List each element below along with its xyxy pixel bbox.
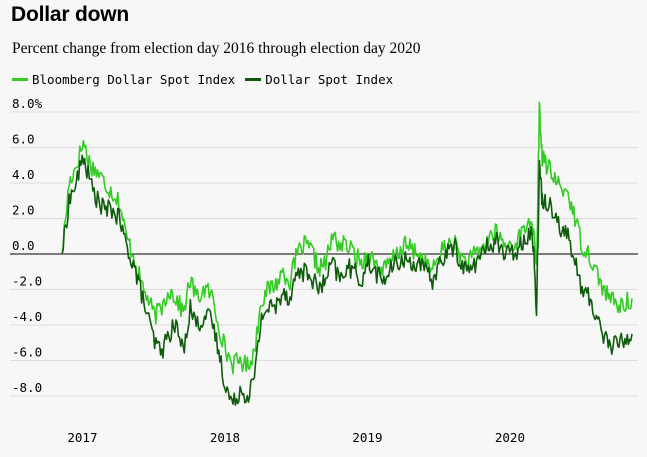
chart-subtitle: Percent change from election day 2016 th…: [12, 40, 421, 57]
y-tick-label: 0.0: [12, 238, 35, 253]
legend-item-bloomberg: Bloomberg Dollar Spot Index: [12, 72, 235, 87]
legend: Bloomberg Dollar Spot Index Dollar Spot …: [12, 72, 403, 87]
legend-item-dollar-spot: Dollar Spot Index: [245, 72, 393, 87]
x-tick-label: 2017: [67, 430, 97, 445]
x-tick-label: 2020: [495, 430, 525, 445]
chart-title: Dollar down: [11, 3, 129, 26]
legend-swatch-dollar-spot: [245, 78, 262, 81]
x-tick-label: 2018: [210, 430, 240, 445]
x-tick-label: 2019: [352, 430, 382, 445]
y-tick-label: 8.0%: [12, 96, 43, 111]
series-line-bloomberg: [61, 101, 633, 375]
y-tick-label: 4.0: [12, 167, 35, 182]
legend-swatch-bloomberg: [12, 78, 28, 81]
legend-label-bloomberg: Bloomberg Dollar Spot Index: [32, 72, 236, 87]
y-tick-label: -6.0: [12, 345, 42, 360]
legend-label-dollar-spot: Dollar Spot Index: [265, 72, 394, 87]
y-tick-label: 6.0: [12, 132, 35, 147]
y-tick-label: -4.0: [12, 309, 42, 324]
y-tick-label: -8.0: [12, 380, 42, 395]
y-tick-label: 2.0: [12, 203, 35, 218]
y-tick-label: -2.0: [12, 274, 42, 289]
series-line-dollar-spot: [61, 154, 633, 406]
